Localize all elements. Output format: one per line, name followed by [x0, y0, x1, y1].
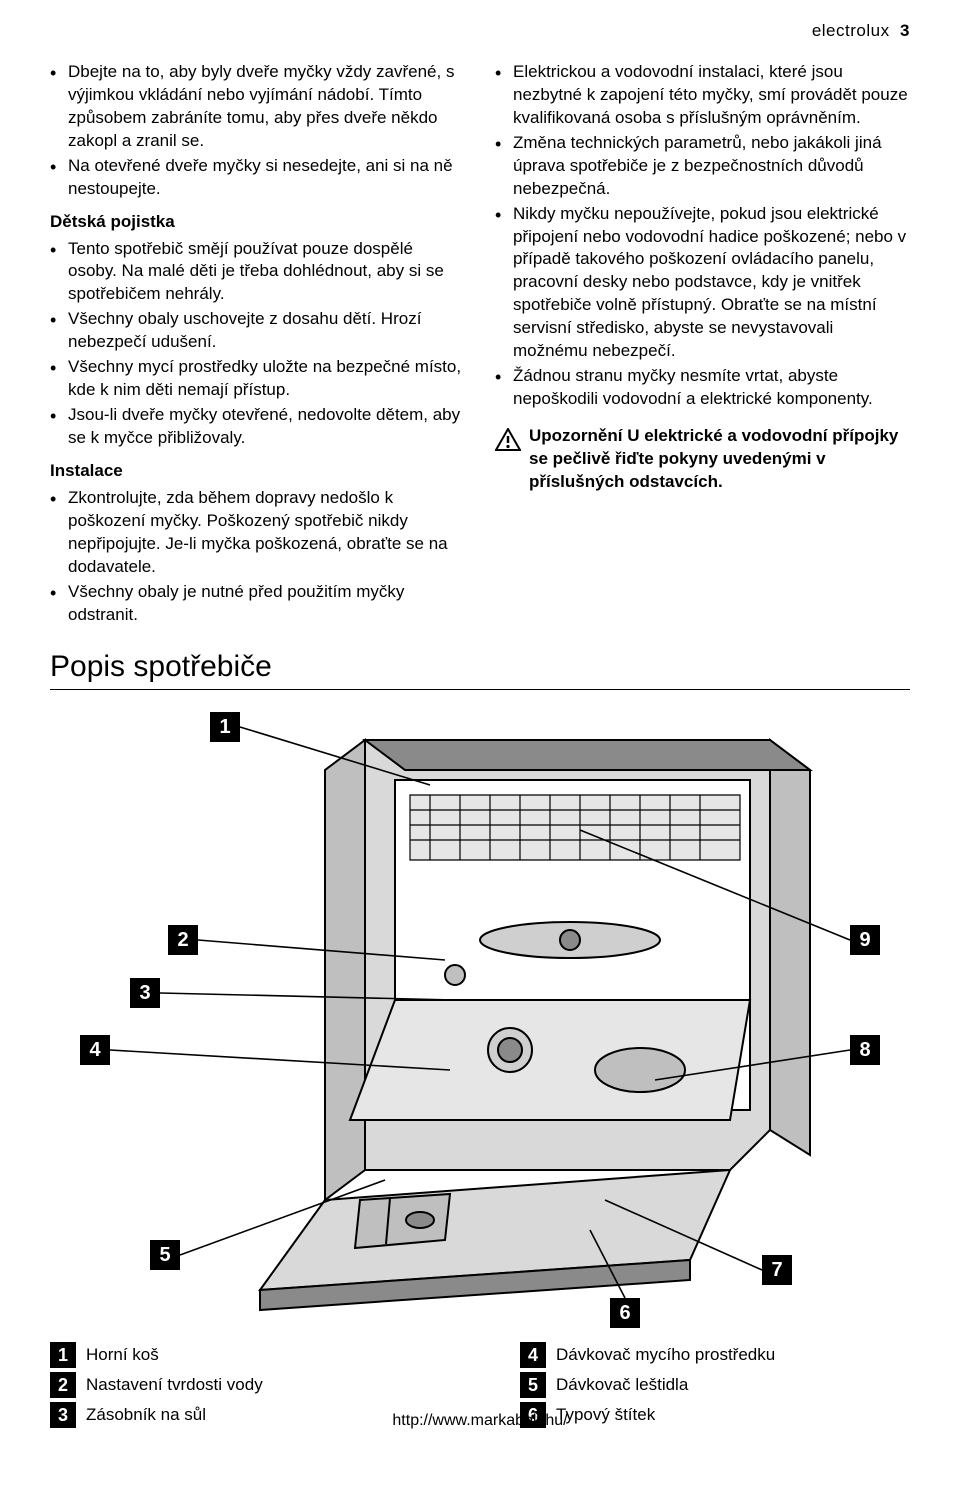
legend-num: 2: [50, 1372, 76, 1398]
callout-3: 3: [130, 978, 160, 1008]
list-item: Všechny obaly uschovejte z dosahu dětí. …: [50, 308, 465, 354]
legend-label: Dávkovač leštidla: [556, 1374, 688, 1397]
install-list: Zkontrolujte, zda během dopravy nedošlo …: [50, 487, 465, 627]
callout-4: 4: [80, 1035, 110, 1065]
list-item: Elektrickou a vodovodní instalaci, které…: [495, 61, 910, 130]
list-item: Žádnou stranu myčky nesmíte vrtat, abyst…: [495, 365, 910, 411]
install-heading: Instalace: [50, 460, 465, 483]
text-columns: Dbejte na to, aby byly dveře myčky vždy …: [50, 61, 910, 629]
brand: electrolux: [812, 21, 890, 40]
legend-label: Nastavení tvrdosti vody: [86, 1374, 263, 1397]
page-number: 3: [900, 21, 910, 40]
list-item: Na otevřené dveře myčky si nesedejte, an…: [50, 155, 465, 201]
callout-9: 9: [850, 925, 880, 955]
callout-8: 8: [850, 1035, 880, 1065]
legend-num: 1: [50, 1342, 76, 1368]
legend-item: 1 Horní koš: [50, 1342, 440, 1368]
list-item: Tento spotřebič smějí používat pouze dos…: [50, 238, 465, 307]
list-item: Změna technických parametrů, nebo jakáko…: [495, 132, 910, 201]
legend-num: 5: [520, 1372, 546, 1398]
legend-item: 2 Nastavení tvrdosti vody: [50, 1372, 440, 1398]
legend-item: 5 Dávkovač leštidla: [520, 1372, 910, 1398]
callout-5: 5: [150, 1240, 180, 1270]
list-item: Všechny obaly je nutné před použitím myč…: [50, 581, 465, 627]
page-header: electrolux 3: [50, 20, 910, 43]
warning-text: Upozornění U elektrické a vodovodní příp…: [529, 425, 910, 494]
section-title: Popis spotřebiče: [50, 647, 910, 688]
child-lock-heading: Dětská pojistka: [50, 211, 465, 234]
callout-2: 2: [168, 925, 198, 955]
legend-num: 4: [520, 1342, 546, 1368]
list-item: Dbejte na to, aby byly dveře myčky vždy …: [50, 61, 465, 153]
legend-label: Dávkovač mycího prostředku: [556, 1344, 775, 1367]
warning-icon: [495, 428, 521, 452]
divider: [50, 689, 910, 690]
intro-list: Dbejte na to, aby byly dveře myčky vždy …: [50, 61, 465, 201]
callout-6: 6: [610, 1298, 640, 1328]
left-column: Dbejte na to, aby byly dveře myčky vždy …: [50, 61, 465, 629]
right-list: Elektrickou a vodovodní instalaci, které…: [495, 61, 910, 411]
list-item: Všechny mycí prostředky uložte na bezpeč…: [50, 356, 465, 402]
callout-7: 7: [762, 1255, 792, 1285]
list-item: Jsou-li dveře myčky otevřené, nedovolte …: [50, 404, 465, 450]
legend-label: Horní koš: [86, 1344, 159, 1367]
child-lock-list: Tento spotřebič smějí používat pouze dos…: [50, 238, 465, 450]
right-column: Elektrickou a vodovodní instalaci, které…: [495, 61, 910, 629]
list-item: Zkontrolujte, zda během dopravy nedošlo …: [50, 487, 465, 579]
list-item: Nikdy myčku nepoužívejte, pokud jsou ele…: [495, 203, 910, 364]
warning-block: Upozornění U elektrické a vodovodní příp…: [495, 425, 910, 494]
appliance-diagram: 1 234 5 6 7 8 9: [50, 700, 910, 1330]
callout-1: 1: [210, 712, 240, 742]
footer-url: http://www.markabolt.hu/: [50, 1410, 910, 1432]
legend-item: 4 Dávkovač mycího prostředku: [520, 1342, 910, 1368]
